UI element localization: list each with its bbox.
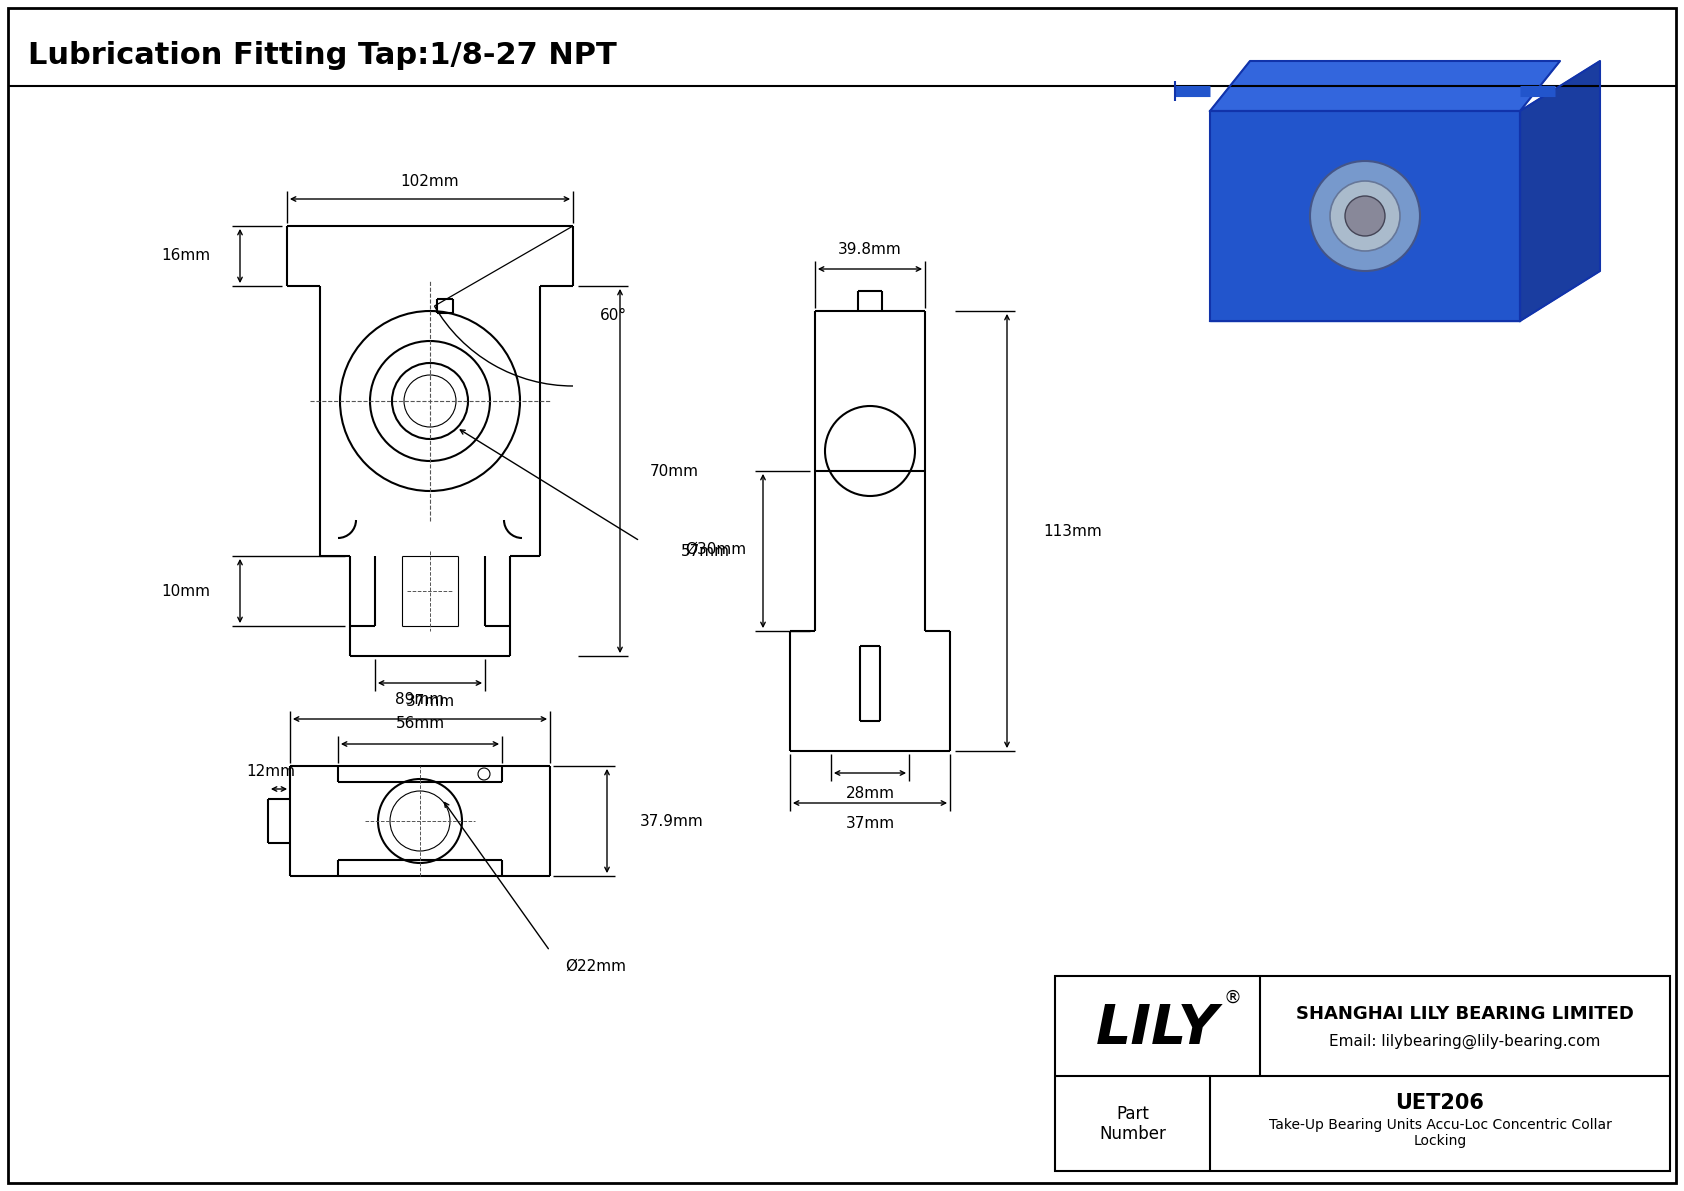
Text: 113mm: 113mm [1042,524,1101,538]
Text: 56mm: 56mm [396,717,445,731]
Text: 57mm: 57mm [680,543,729,559]
Text: 28mm: 28mm [845,786,894,800]
Bar [1054,975,1671,1171]
Text: 60°: 60° [600,308,626,324]
Text: 89mm: 89mm [396,692,445,706]
Text: 102mm: 102mm [401,174,460,188]
Text: LILY: LILY [1096,1002,1219,1056]
Text: SHANGHAI LILY BEARING LIMITED: SHANGHAI LILY BEARING LIMITED [1297,1005,1633,1023]
Text: Ø30mm: Ø30mm [685,542,746,556]
Text: ®: ® [1224,989,1243,1008]
Circle shape [1346,197,1384,236]
Text: UET206: UET206 [1396,1093,1484,1114]
Text: Lubrication Fitting Tap:1/8-27 NPT: Lubrication Fitting Tap:1/8-27 NPT [29,40,616,70]
Text: 10mm: 10mm [162,584,210,599]
Text: Email: lilybearing@lily-bearing.com: Email: lilybearing@lily-bearing.com [1329,1034,1601,1048]
Polygon shape [1521,61,1600,322]
Text: 37mm: 37mm [845,816,894,830]
Text: Part
Number: Part Number [1100,1104,1165,1143]
Text: Take-Up Bearing Units Accu-Loc Concentric Collar
Locking: Take-Up Bearing Units Accu-Loc Concentri… [1268,1118,1612,1148]
Text: 39.8mm: 39.8mm [839,242,903,256]
Text: 37.9mm: 37.9mm [640,813,704,829]
Text: 16mm: 16mm [162,249,210,263]
Polygon shape [1211,61,1559,111]
Circle shape [1310,161,1420,272]
Text: 70mm: 70mm [650,463,699,479]
Text: 12mm: 12mm [246,763,295,779]
Circle shape [1330,181,1399,251]
Text: Ø22mm: Ø22mm [566,959,626,973]
Text: 37mm: 37mm [406,693,455,709]
Polygon shape [1211,111,1521,322]
